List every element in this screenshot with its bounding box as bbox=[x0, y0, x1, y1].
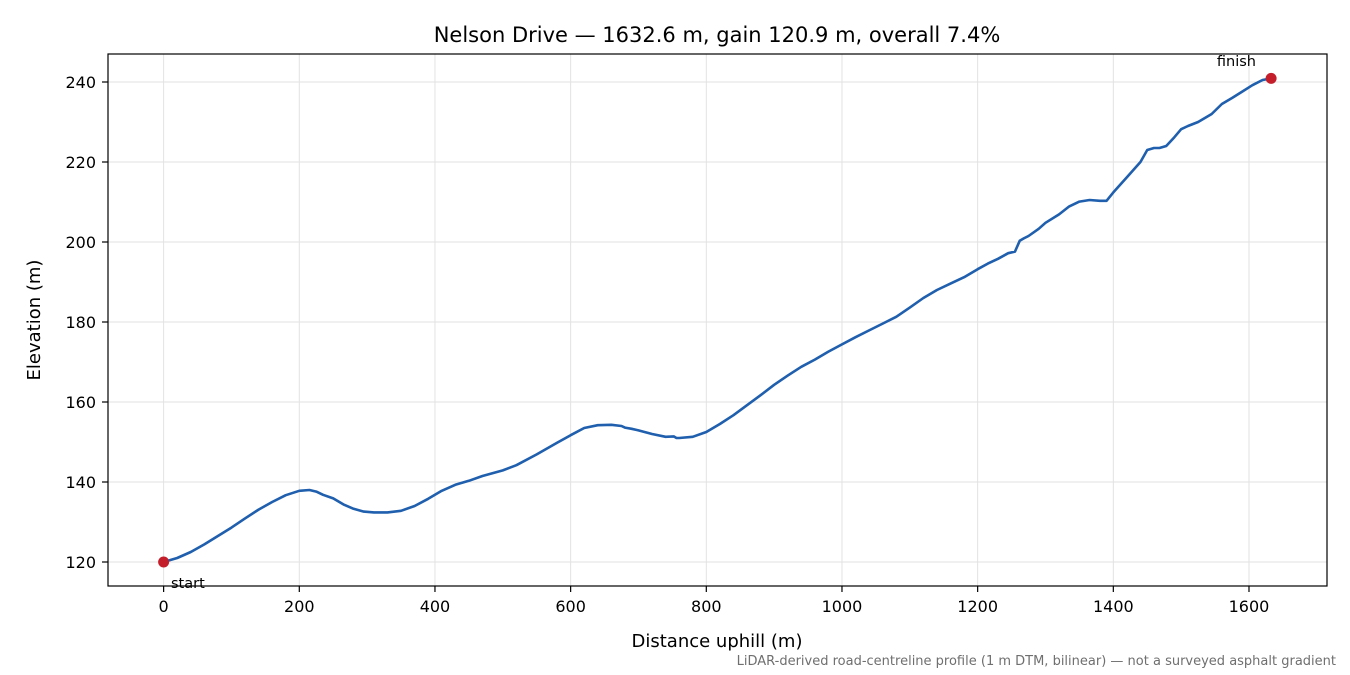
y-tick-label: 120 bbox=[65, 553, 96, 572]
finish-label: finish bbox=[1217, 54, 1256, 70]
vertical-grid-lines bbox=[163, 54, 1250, 586]
y-tick-label: 160 bbox=[65, 393, 96, 412]
x-axis-ticks: 0 200 400 600 800 1000 1200 1400 1600 bbox=[159, 586, 1270, 616]
y-tick-label: 240 bbox=[65, 73, 96, 92]
y-tick-label: 220 bbox=[65, 153, 96, 172]
x-tick-label: 400 bbox=[420, 597, 451, 616]
y-tick-label: 140 bbox=[65, 473, 96, 492]
x-tick-label: 800 bbox=[691, 597, 722, 616]
x-tick-label: 0 bbox=[159, 597, 169, 616]
x-tick-label: 200 bbox=[284, 597, 315, 616]
x-axis-label: Distance uphill (m) bbox=[632, 631, 803, 652]
y-axis-ticks: 120 140 160 180 200 220 240 bbox=[65, 73, 108, 572]
x-tick-label: 1000 bbox=[822, 597, 863, 616]
start-marker bbox=[158, 556, 170, 568]
x-tick-label: 1600 bbox=[1229, 597, 1270, 616]
horizontal-grid-lines bbox=[108, 81, 1327, 563]
x-tick-label: 1200 bbox=[957, 597, 998, 616]
chart-title: Nelson Drive — 1632.6 m, gain 120.9 m, o… bbox=[434, 23, 1001, 47]
y-tick-label: 180 bbox=[65, 313, 96, 332]
y-axis-label: Elevation (m) bbox=[24, 260, 45, 381]
footnote: LiDAR-derived road-centreline profile (1… bbox=[737, 654, 1336, 669]
finish-marker bbox=[1265, 72, 1277, 84]
elevation-line bbox=[162, 77, 1273, 564]
y-tick-label: 200 bbox=[65, 233, 96, 252]
start-label: start bbox=[171, 576, 205, 592]
plot-frame bbox=[107, 53, 1328, 587]
x-tick-label: 600 bbox=[555, 597, 586, 616]
x-tick-label: 1400 bbox=[1093, 597, 1134, 616]
